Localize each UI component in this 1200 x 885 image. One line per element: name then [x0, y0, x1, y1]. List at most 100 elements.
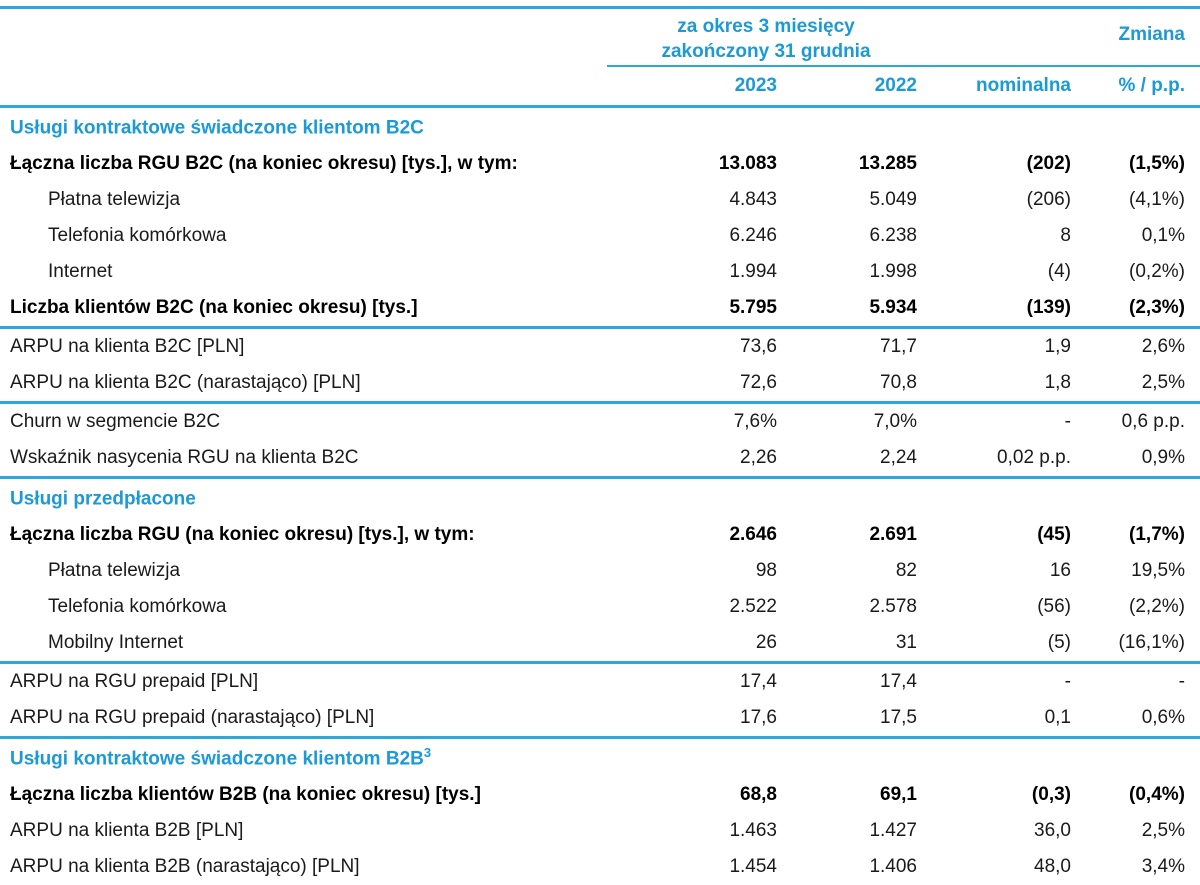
cell-nominal: (139)	[1026, 297, 1071, 318]
table-section: Usługi kontraktowe świadczone klientom B…	[0, 108, 1200, 326]
section-title-text: Usługi kontraktowe świadczone klientom B…	[10, 117, 424, 139]
table-row: Wskaźnik nasycenia RGU na klienta B2C 2,…	[0, 440, 1200, 476]
cell-percent: 2,6%	[1141, 336, 1185, 357]
cell-nominal: 0,02 p.p.	[997, 447, 1071, 468]
table-row: ARPU na klienta B2B (narastająco) [PLN] …	[0, 849, 1200, 885]
cell-2022: 71,7	[880, 336, 917, 357]
table-row: ARPU na klienta B2C (narastająco) [PLN] …	[0, 365, 1200, 401]
cell-2022: 7,0%	[873, 411, 917, 432]
section-title: Usługi przedpłacone	[0, 485, 1185, 510]
cell-nominal: (45)	[1037, 524, 1071, 545]
cell-2022: 6.238	[869, 225, 917, 246]
cell-2023: 68,8	[740, 784, 777, 805]
table-row: Łączna liczba RGU B2C (na koniec okresu)…	[0, 146, 1200, 182]
period-header: za okres 3 miesięcy zakończony 31 grudni…	[607, 9, 925, 65]
cell-2023: 1.463	[729, 820, 777, 841]
section-title-text: Usługi kontraktowe świadczone klientom B…	[10, 748, 424, 770]
row-label: Wskaźnik nasycenia RGU na klienta B2C	[10, 447, 359, 468]
cell-2023: 2.646	[729, 524, 777, 545]
row-label: ARPU na klienta B2C (narastająco) [PLN]	[10, 372, 361, 393]
cell-nominal: 1,9	[1044, 336, 1071, 357]
table-section: ARPU na klienta B2C [PLN] 73,6 71,7 1,9 …	[0, 326, 1200, 401]
row-label: Internet	[48, 261, 113, 282]
period-line2: zakończony 31 grudnia	[661, 41, 871, 62]
column-header-nominal: nominalna	[975, 75, 1071, 96]
cell-2022: 5.049	[869, 189, 917, 210]
section-title-row: Usługi kontraktowe świadczone klientom B…	[0, 108, 1200, 146]
cell-2023: 1.994	[729, 261, 777, 282]
cell-2023: 72,6	[740, 372, 777, 393]
row-label: Łączna liczba klientów B2B (na koniec ok…	[10, 784, 481, 805]
cell-percent: 19,5%	[1131, 560, 1185, 581]
table-column-headers: 2023 2022 nominalna % / p.p.	[0, 67, 1200, 108]
cell-2022: 70,8	[880, 372, 917, 393]
cell-2023: 73,6	[740, 336, 777, 357]
table-row: Płatna telewizja 4.843 5.049 (206) (4,1%…	[0, 182, 1200, 218]
table-row: Liczba klientów B2C (na koniec okresu) […	[0, 290, 1200, 326]
row-label: Łączna liczba RGU (na koniec okresu) [ty…	[10, 524, 475, 545]
cell-2022: 1.998	[869, 261, 917, 282]
row-label: Churn w segmencie B2C	[10, 411, 221, 432]
cell-2022: 2.578	[869, 596, 917, 617]
cell-2023: 1.454	[729, 856, 777, 877]
cell-nominal: 1,8	[1044, 372, 1071, 393]
row-label: ARPU na klienta B2B (narastająco) [PLN]	[10, 856, 360, 877]
cell-percent: (16,1%)	[1118, 632, 1185, 653]
cell-nominal: (4)	[1047, 261, 1071, 282]
table-row: ARPU na RGU prepaid (narastająco) [PLN] …	[0, 700, 1200, 736]
cell-percent: (1,7%)	[1129, 524, 1185, 545]
cell-2022: 2,24	[880, 447, 917, 468]
cell-2022: 17,5	[880, 707, 917, 728]
row-label: Telefonia komórkowa	[48, 225, 227, 246]
cell-percent: 0,6 p.p.	[1121, 411, 1185, 432]
row-label: ARPU na klienta B2C [PLN]	[10, 336, 245, 357]
cell-nominal: (206)	[1026, 189, 1071, 210]
cell-percent: (0,2%)	[1129, 261, 1185, 282]
cell-2023: 13.083	[718, 153, 777, 174]
table-row: Płatna telewizja 98 82 16 19,5%	[0, 553, 1200, 589]
column-header-percent: % / p.p.	[1118, 75, 1186, 96]
section-title: Usługi kontraktowe świadczone klientom B…	[0, 745, 1185, 770]
table-row: Internet 1.994 1.998 (4) (0,2%)	[0, 254, 1200, 290]
row-label: Łączna liczba RGU B2C (na koniec okresu)…	[10, 153, 518, 174]
cell-2022: 13.285	[858, 153, 917, 174]
cell-percent: 2,5%	[1141, 372, 1185, 393]
section-title-footnote: 3	[423, 745, 432, 761]
cell-percent: 0,1%	[1141, 225, 1185, 246]
cell-2023: 2,26	[740, 447, 777, 468]
cell-nominal: 0,1	[1044, 707, 1071, 728]
cell-2022: 1.406	[869, 856, 917, 877]
cell-nominal: (5)	[1047, 632, 1071, 653]
cell-nominal: -	[1064, 411, 1071, 432]
cell-percent: (4,1%)	[1129, 189, 1185, 210]
cell-2023: 5.795	[729, 297, 777, 318]
cell-percent: 0,6%	[1141, 707, 1185, 728]
cell-2022: 31	[895, 632, 917, 653]
cell-nominal: 8	[1060, 225, 1071, 246]
cell-2022: 82	[895, 560, 917, 581]
cell-nominal: 36,0	[1034, 820, 1071, 841]
cell-percent: (2,3%)	[1129, 297, 1185, 318]
period-header-group: za okres 3 miesięcy zakończony 31 grudni…	[607, 9, 1200, 67]
cell-percent: (2,2%)	[1129, 596, 1185, 617]
cell-2023: 2.522	[729, 596, 777, 617]
table-row: ARPU na klienta B2B [PLN] 1.463 1.427 36…	[0, 813, 1200, 849]
cell-percent: 0,9%	[1141, 447, 1185, 468]
row-label: ARPU na klienta B2B [PLN]	[10, 820, 244, 841]
cell-nominal: -	[1064, 671, 1071, 692]
table-group-header: za okres 3 miesięcy zakończony 31 grudni…	[0, 9, 1200, 67]
period-line1: za okres 3 miesięcy	[677, 16, 855, 37]
column-header-2023: 2023	[734, 75, 777, 96]
cell-2022: 2.691	[869, 524, 917, 545]
section-title: Usługi kontraktowe świadczone klientom B…	[0, 114, 1185, 139]
row-label: Płatna telewizja	[48, 189, 181, 210]
row-label: ARPU na RGU prepaid [PLN]	[10, 671, 259, 692]
cell-2022: 5.934	[869, 297, 917, 318]
row-label: Telefonia komórkowa	[48, 596, 227, 617]
table-row: Łączna liczba RGU (na koniec okresu) [ty…	[0, 517, 1200, 553]
cell-percent: (1,5%)	[1129, 153, 1185, 174]
cell-2023: 7,6%	[733, 411, 777, 432]
row-label: Liczba klientów B2C (na koniec okresu) […	[10, 297, 418, 318]
section-title-row: Usługi kontraktowe świadczone klientom B…	[0, 739, 1200, 777]
